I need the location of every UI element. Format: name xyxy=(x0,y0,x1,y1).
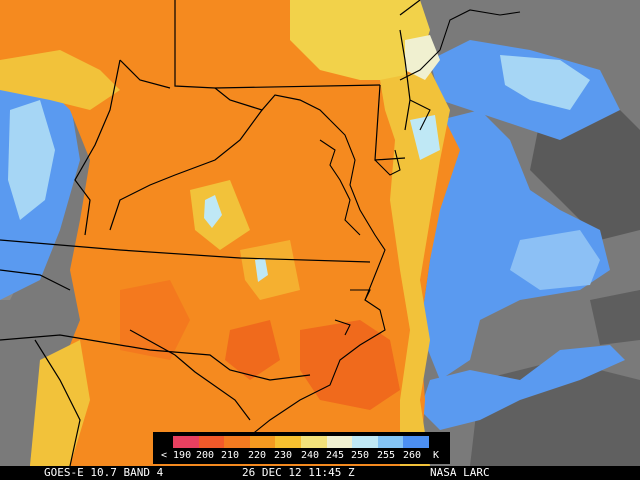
legend-color-swatch xyxy=(275,436,301,448)
light-blue-cloud-band xyxy=(500,55,590,110)
legend-color-swatch xyxy=(403,436,429,448)
legend-label: 200 xyxy=(196,450,215,461)
dark-gray-patch xyxy=(590,290,640,345)
blue-cloud-band xyxy=(420,345,625,430)
legend-label: < 190 xyxy=(161,450,192,461)
legend-label: 250 xyxy=(351,450,370,461)
legend-label: 210 xyxy=(221,450,240,461)
legend-color-swatch xyxy=(300,436,327,448)
inland-hole xyxy=(255,258,268,282)
cloud-shield-yellow xyxy=(290,0,430,80)
legend-label: 240 xyxy=(301,450,320,461)
image-caption-bar: GOES-E 10.7 BAND 4 26 DEC 12 11:45 Z NAS… xyxy=(0,466,640,480)
cloud-shield-yellow xyxy=(30,340,90,466)
legend-color-swatch xyxy=(198,436,225,448)
satellite-ir-map xyxy=(0,0,640,466)
coastlines xyxy=(244,9,521,441)
state-borders xyxy=(0,0,421,466)
inland-hole xyxy=(204,195,222,228)
legend-label: 220 xyxy=(248,450,267,461)
cloud-shield-yellow xyxy=(0,50,120,110)
legend-color-bar xyxy=(173,436,429,448)
coastal-light-blue xyxy=(405,35,440,80)
coastal-light-blue xyxy=(410,115,440,160)
legend-labels: < 190 200 210 220 230 240 245 250 255 26… xyxy=(153,450,450,462)
blue-cloud-band xyxy=(420,110,610,380)
datetime-label: 26 DEC 12 11:45 Z xyxy=(242,466,355,479)
legend-label: 260 xyxy=(403,450,422,461)
dark-gray-patch xyxy=(530,110,640,240)
legend-color-swatch xyxy=(326,436,353,448)
light-blue-cloud-band xyxy=(510,230,600,290)
cloud-shield-yellow xyxy=(240,240,300,300)
legend-color-swatch xyxy=(352,436,378,448)
legend-label: 255 xyxy=(377,450,396,461)
west-light-blue-cloud xyxy=(8,100,55,220)
cloud-shield-yellow xyxy=(380,70,450,466)
legend-color-swatch xyxy=(377,436,404,448)
legend-label: 245 xyxy=(326,450,345,461)
cold-core xyxy=(225,320,280,380)
cold-core xyxy=(120,280,190,360)
satellite-band-label: GOES-E 10.7 BAND 4 xyxy=(44,466,164,479)
legend-color-swatch xyxy=(173,436,199,448)
temperature-legend: < 190 200 210 220 230 240 245 250 255 26… xyxy=(153,432,450,464)
legend-unit: K xyxy=(433,450,440,461)
legend-color-swatch xyxy=(249,436,276,448)
source-label: NASA LARC xyxy=(430,466,490,479)
legend-label: 230 xyxy=(274,450,293,461)
legend-color-swatch xyxy=(224,436,250,448)
